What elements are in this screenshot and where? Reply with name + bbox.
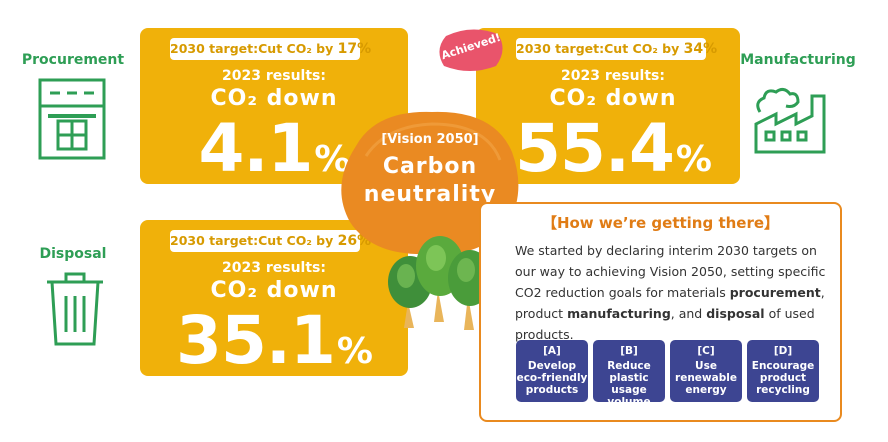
procurement-down-label: CO₂ down [210,86,338,111]
vision-blob [341,111,519,255]
disposal-target: 2030 target:Cut CO₂ by 26% [170,230,371,252]
procurement-target: 2030 target:Cut CO₂ by 17% [170,38,371,60]
manufacturing-down-label: CO₂ down [549,86,677,111]
procurement-value: 4.1% [198,110,351,187]
vision-label: [Vision 2050] [381,132,479,147]
action-a: [A] Develop eco-friendly products [516,340,588,402]
warehouse-icon [38,78,106,160]
procurement-results-label: 2023 results: [222,68,326,84]
trash-can-icon [47,272,103,346]
manufacturing-label: Manufacturing [740,52,856,68]
factory-icon [754,87,826,154]
how-description: We started by declaring interim 2030 tar… [515,243,826,342]
manufacturing-target: 2030 target:Cut CO₂ by 34% [516,38,717,60]
how-title: 【How we’re getting there】 [541,214,780,232]
manufacturing-card: 2030 target:Cut CO₂ by 34% 2023 results:… [476,28,740,184]
achieved-badge [439,29,503,71]
action-d: [D] Encourage product recycling [747,340,819,402]
procurement-card: 2030 target:Cut CO₂ by 17% 2023 results:… [140,28,408,184]
disposal-value: 35.1% [176,302,373,379]
trees-illustration [388,236,492,330]
procurement-label: Procurement [21,52,125,68]
disposal-down-label: CO₂ down [210,278,338,303]
disposal-card: 2030 target:Cut CO₂ by 26% 2023 results:… [140,220,408,376]
disposal-results-label: 2023 results: [222,260,326,276]
action-b: [B] Reduce plastic usage volume [593,340,665,408]
action-c: [C] Use renewable energy [670,340,742,402]
disposal-label: Disposal [39,246,107,262]
manufacturing-results-label: 2023 results: [561,68,665,84]
vision-title-line2: neutrality [363,182,497,207]
vision-title-line1: Carbon [382,154,478,179]
manufacturing-value: 55.4% [515,110,712,187]
